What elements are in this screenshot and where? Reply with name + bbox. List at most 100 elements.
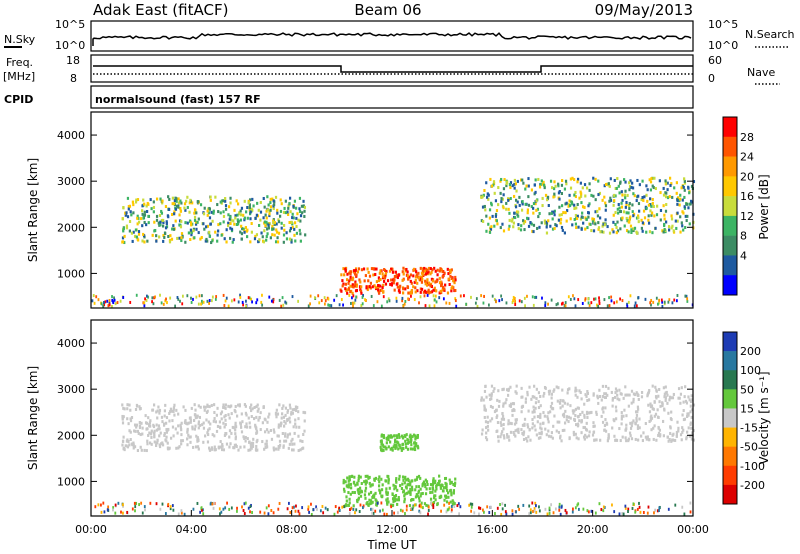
heatmap-cell [569,404,572,408]
heatmap-cell [673,298,676,302]
heatmap-cell [485,431,488,435]
heatmap-cell [180,239,183,243]
heatmap-cell [497,186,500,190]
heatmap-cell [583,205,586,209]
heatmap-cell [501,197,504,201]
heatmap-cell [547,204,550,208]
heatmap-cell [189,238,192,242]
heatmap-cell [524,202,527,206]
heatmap-cell [642,209,646,213]
colorbar-swatch [723,235,737,256]
heatmap-cell [535,433,538,437]
heatmap-cell [571,409,574,413]
heatmap-cell [210,403,213,407]
heatmap-cell [423,482,427,486]
heatmap-cell [238,212,241,216]
heatmap-cell [410,294,412,298]
heatmap-cell [427,508,430,512]
heatmap-cell [348,475,351,479]
heatmap-cell [224,418,227,422]
heatmap-cell [510,219,513,223]
heatmap-cell [482,193,485,197]
heatmap-cell [397,433,401,437]
heatmap-cell [122,295,125,299]
colorbar-tick-label: -100 [740,460,765,473]
heatmap-cell [414,286,417,290]
heatmap-cell [180,232,184,236]
heatmap-cell [483,406,486,410]
heatmap-cell [599,216,602,220]
heatmap-cell [121,443,124,447]
heatmap-cell [631,186,635,190]
heatmap-cell [353,491,356,495]
heatmap-cell [634,421,637,425]
heatmap-cell [458,512,461,516]
heatmap-cell [146,201,149,205]
heatmap-cell [590,229,593,233]
heatmap-cell [597,193,600,197]
heatmap-cell [690,437,693,441]
heatmap-cell [414,478,417,482]
heatmap-cell [388,486,391,490]
heatmap-cell [429,483,433,487]
heatmap-cell [272,428,275,432]
heatmap-cell [429,491,432,495]
power-ylabel: Slant Range [km] [26,158,40,262]
freq-unit: [MHz] [3,70,35,83]
heatmap-cell [97,298,100,302]
heatmap-cell [351,283,354,287]
heatmap-cell [532,202,536,206]
heatmap-cell [215,413,218,417]
heatmap-cell [546,198,549,202]
heatmap-cell [653,214,656,218]
heatmap-cell [387,481,390,485]
heatmap-cell [264,430,267,434]
heatmap-cell [445,301,448,305]
heatmap-cell [650,428,653,432]
heatmap-cell [661,300,664,304]
heatmap-cell [266,195,269,199]
heatmap-cell [398,289,401,293]
heatmap-cell [228,507,231,511]
heatmap-cell [276,236,279,240]
heatmap-cell [350,506,353,510]
heatmap-cell [465,302,468,306]
heatmap-cell [172,409,175,413]
heatmap-cell [625,229,629,233]
heatmap-cell [609,196,612,200]
heatmap-cell [550,298,553,302]
heatmap-cell [303,419,306,423]
heatmap-cell [307,304,310,308]
heatmap-cell [576,395,579,399]
heatmap-cell [169,296,172,300]
heatmap-cell [627,437,630,441]
heatmap-cell [385,498,388,502]
heatmap-cell [614,405,618,409]
heatmap-cell [114,302,117,306]
heatmap-cell [620,414,624,418]
heatmap-cell [189,440,192,444]
heatmap-cell [543,219,546,223]
heatmap-cell [349,492,352,496]
heatmap-cell [481,195,484,199]
heatmap-cell [555,224,558,228]
heatmap-cell [360,285,363,289]
heatmap-cell [253,417,256,421]
heatmap-cell [547,434,551,438]
heatmap-cell [257,240,260,244]
heatmap-cell [432,503,435,507]
heatmap-cell [206,299,209,303]
heatmap-cell [290,220,293,224]
heatmap-cell [424,272,428,276]
heatmap-cell [541,204,544,208]
heatmap-cell [173,212,176,216]
heatmap-cell [513,422,517,426]
heatmap-cell [420,492,423,496]
heatmap-cell [504,503,506,507]
heatmap-cell [206,431,209,435]
heatmap-cell [394,445,397,449]
heatmap-cell [394,438,397,442]
heatmap-cell [121,217,124,221]
heatmap-cell [390,505,393,509]
